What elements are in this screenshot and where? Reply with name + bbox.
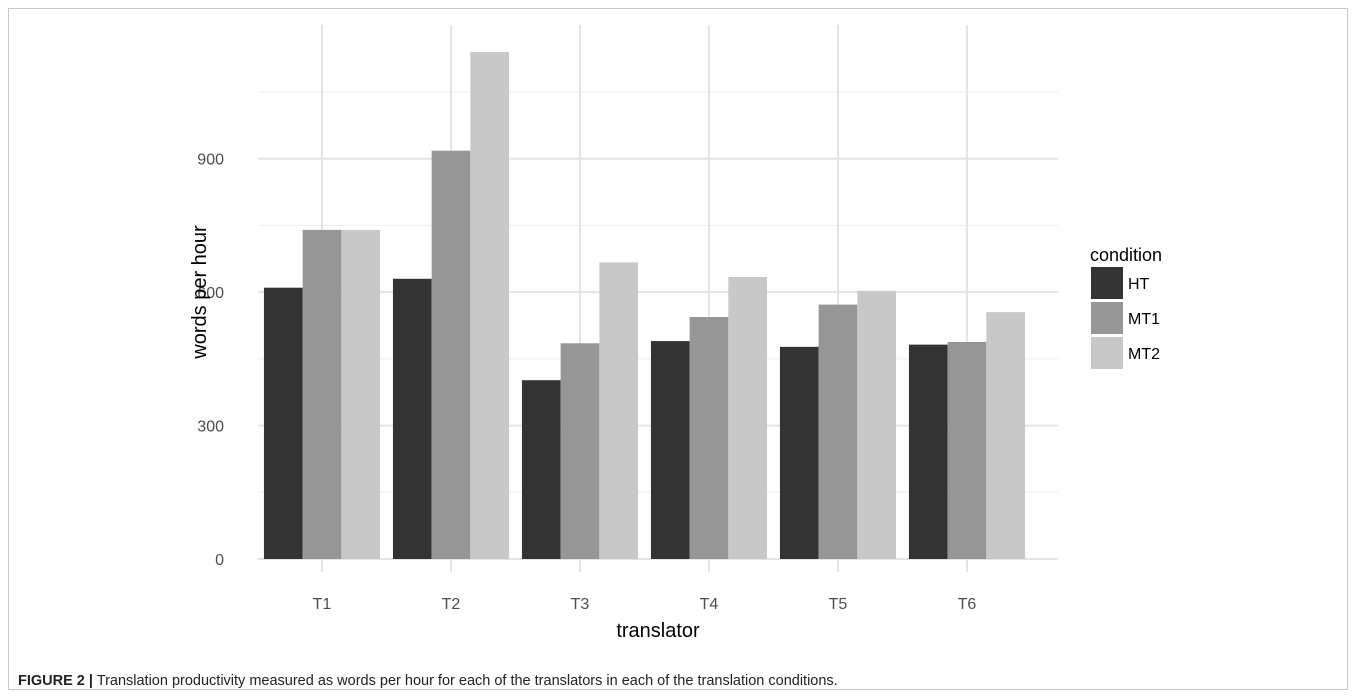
legend: condition HT MT1 MT2	[1090, 245, 1162, 369]
legend-key-mt2	[1091, 337, 1123, 369]
y-tick-label: 300	[197, 419, 224, 436]
bar-t6-mt1	[947, 341, 987, 559]
y-tick-label: 0	[215, 552, 224, 569]
bar-t3-mt2	[599, 262, 639, 559]
legend-label-ht: HT	[1128, 276, 1150, 293]
x-axis-label: translator	[616, 620, 700, 642]
legend-key-mt1	[1091, 302, 1123, 334]
bar-t4-mt1	[689, 317, 729, 559]
bar-t2-ht	[392, 278, 432, 559]
y-axis-label: words per hour	[189, 225, 211, 360]
y-tick-label: 900	[197, 152, 224, 169]
y-axis-ticks: 0 300 600 900	[197, 152, 224, 569]
x-axis-ticks: T1 T2 T3 T4 T5 T6	[313, 596, 977, 613]
x-tick-label: T4	[700, 596, 719, 613]
bar-t5-mt1	[818, 304, 858, 559]
x-tick-label: T6	[958, 596, 977, 613]
bar-t1-mt1	[302, 229, 342, 559]
bar-t1-mt2	[341, 229, 381, 559]
y-tick-label: 600	[197, 285, 224, 302]
x-tick-label: T2	[442, 596, 461, 613]
bar-t3-mt1	[560, 343, 600, 559]
bar-t6-mt2	[986, 312, 1026, 559]
bar-t4-mt2	[728, 277, 768, 559]
figure-caption: FIGURE 2 | Translation productivity meas…	[18, 673, 838, 689]
legend-label-mt2: MT2	[1128, 346, 1160, 363]
bar-t6-ht	[908, 344, 948, 559]
caption-label: FIGURE 2 |	[18, 673, 93, 689]
bars	[263, 51, 1026, 560]
bar-t1-ht	[263, 287, 303, 559]
legend-title: condition	[1090, 245, 1162, 265]
bar-t5-mt2	[857, 290, 897, 559]
legend-label-mt1: MT1	[1128, 311, 1160, 328]
bar-t4-ht	[650, 341, 690, 559]
legend-key-ht	[1091, 267, 1123, 299]
bar-t3-ht	[521, 380, 561, 559]
x-tick-label: T5	[829, 596, 848, 613]
bar-t2-mt2	[470, 51, 510, 559]
bar-t5-ht	[779, 346, 819, 559]
caption-text: Translation productivity measured as wor…	[96, 673, 838, 689]
bar-t2-mt1	[431, 150, 471, 560]
x-tick-label: T3	[571, 596, 590, 613]
x-tick-label: T1	[313, 596, 332, 613]
